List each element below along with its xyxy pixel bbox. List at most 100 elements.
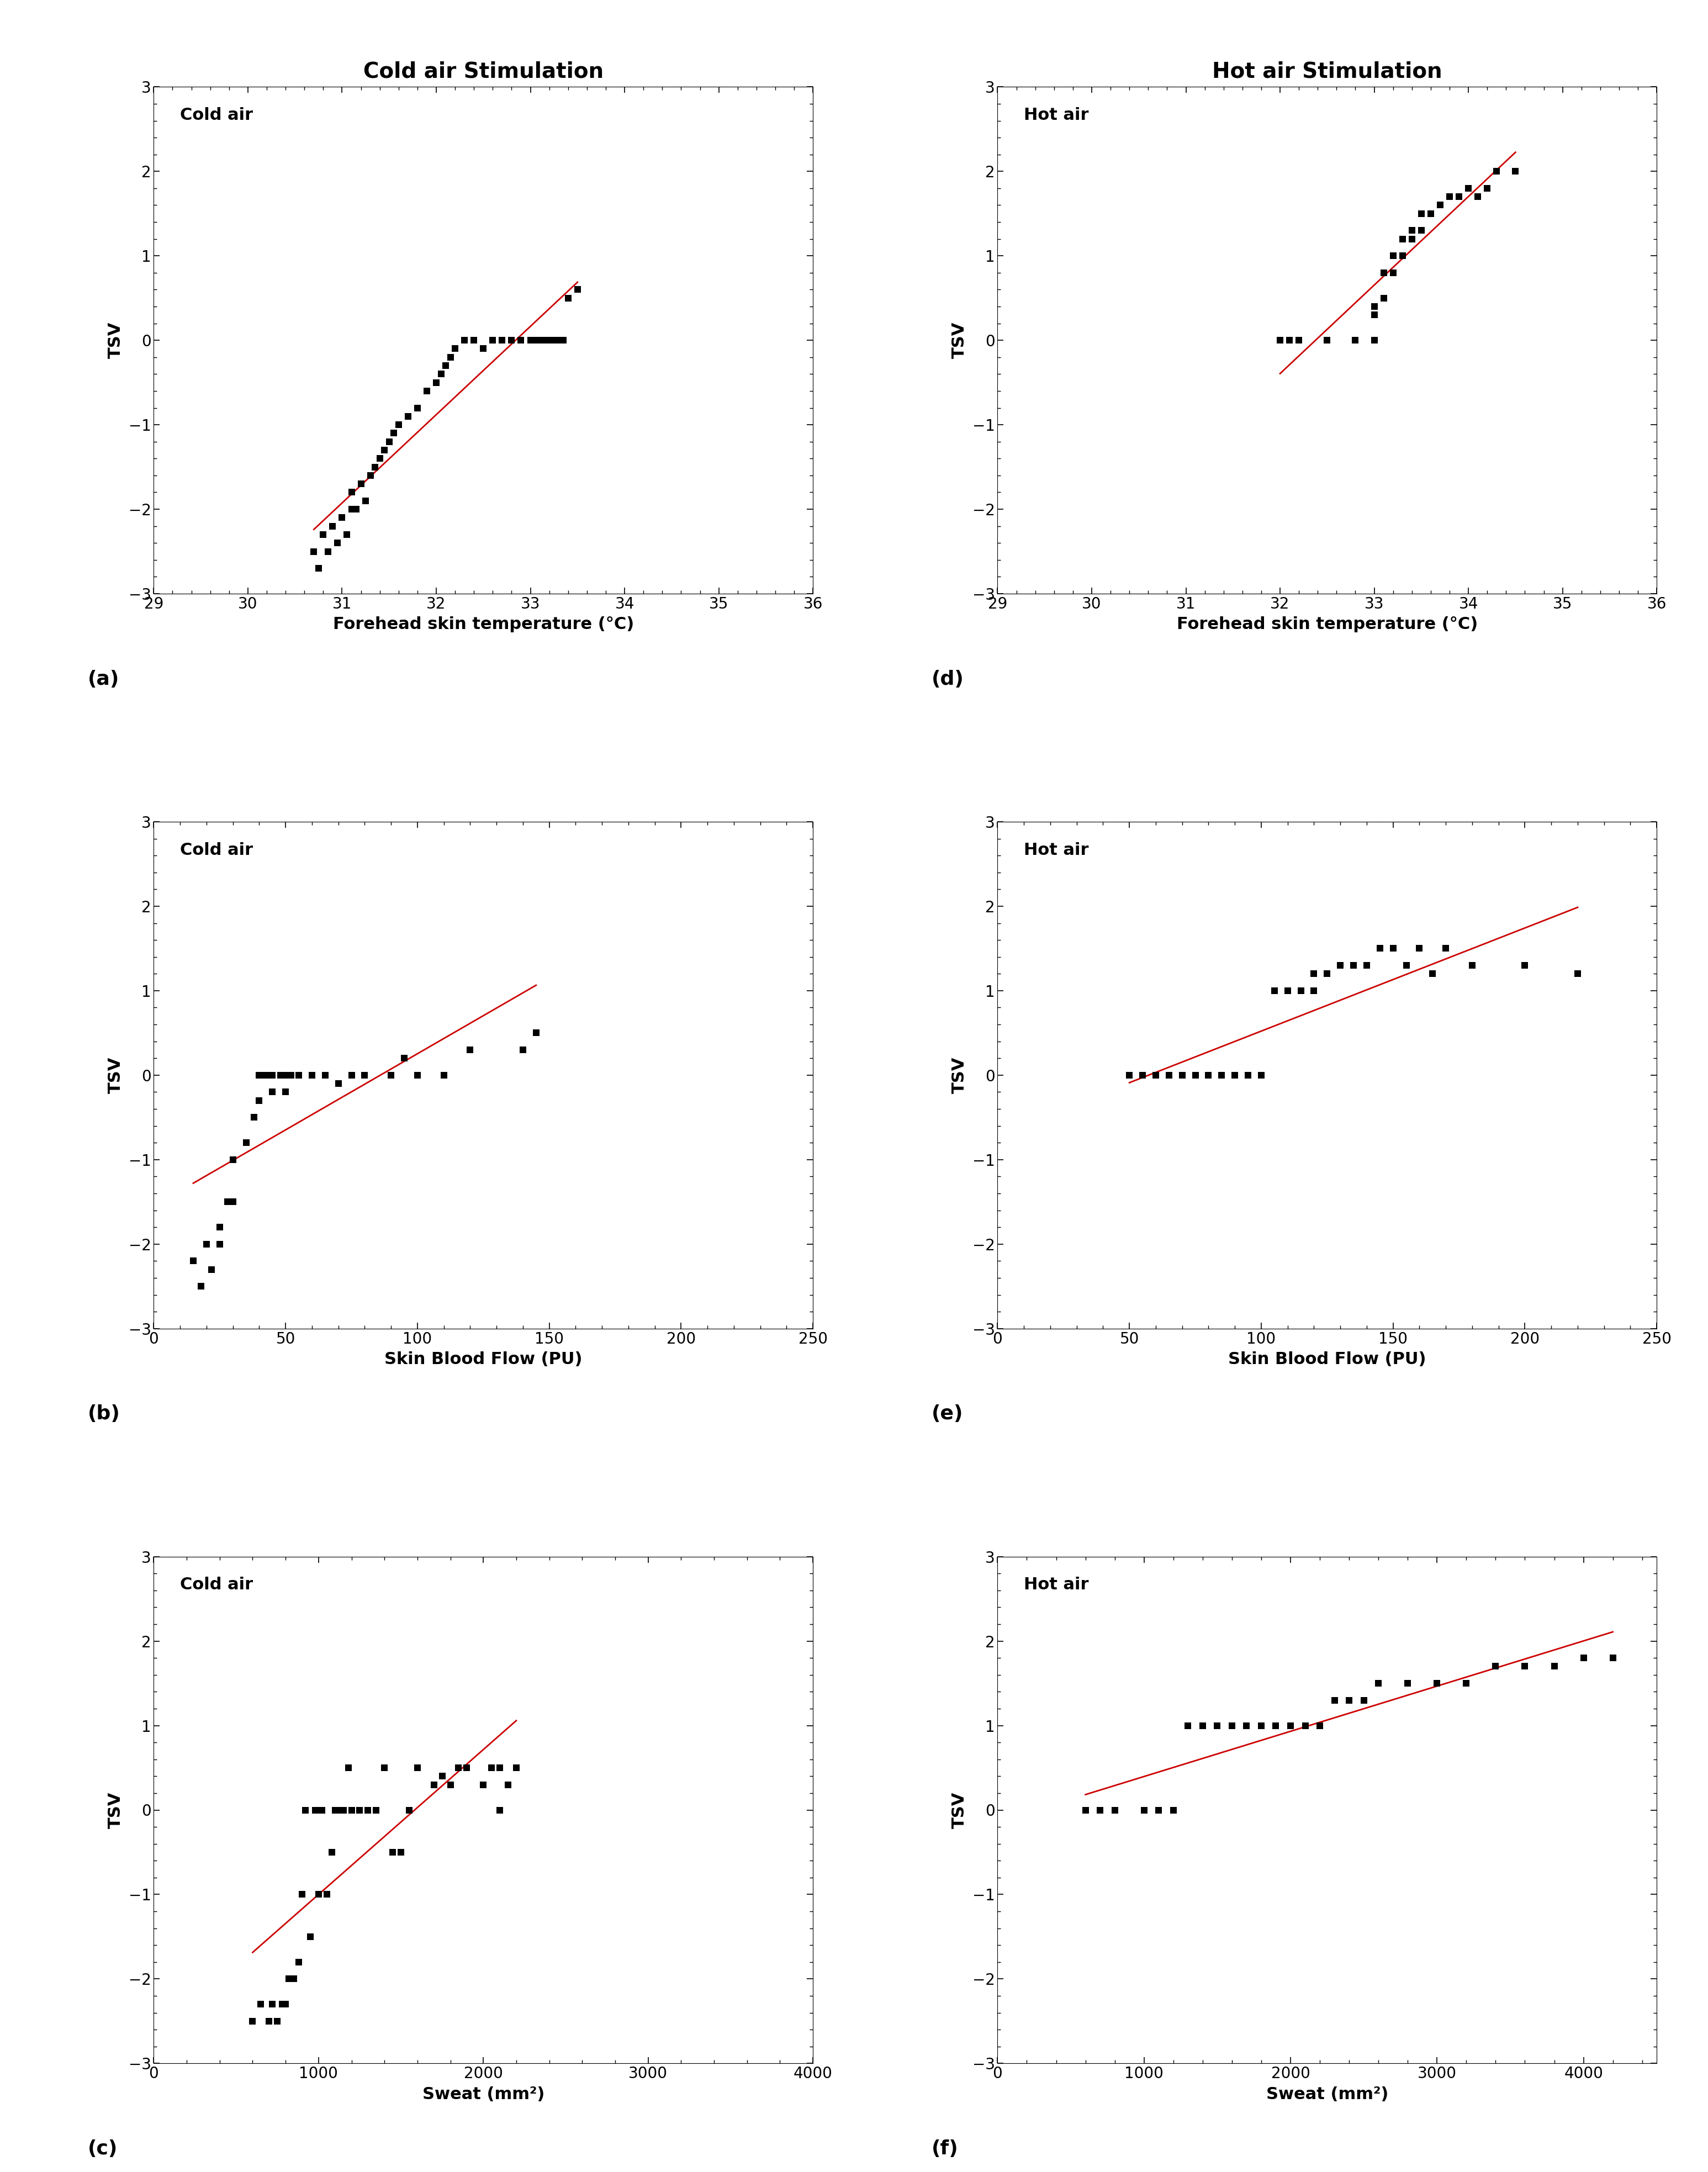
Point bbox=[1204, 1707, 1231, 1742]
Point bbox=[509, 1032, 536, 1066]
Point bbox=[1399, 213, 1426, 248]
Point bbox=[395, 400, 422, 434]
Y-axis label: TSV: TSV bbox=[108, 1058, 123, 1093]
Point bbox=[241, 1099, 268, 1134]
Point bbox=[487, 1792, 514, 1827]
Point bbox=[1175, 1707, 1202, 1742]
Point bbox=[285, 1058, 313, 1093]
Point bbox=[1144, 1792, 1172, 1827]
Point bbox=[366, 441, 393, 476]
Text: (e): (e) bbox=[931, 1405, 963, 1423]
Point bbox=[396, 1792, 424, 1827]
Point bbox=[1276, 324, 1303, 358]
Point bbox=[330, 1792, 357, 1827]
Point bbox=[338, 1058, 366, 1093]
Point bbox=[507, 324, 535, 358]
Point bbox=[258, 1058, 285, 1093]
Point bbox=[1196, 1058, 1223, 1093]
Point bbox=[1426, 187, 1454, 222]
Point bbox=[1570, 1640, 1597, 1675]
Point bbox=[1407, 195, 1435, 230]
Point bbox=[453, 1751, 480, 1785]
Point bbox=[207, 1227, 234, 1262]
Point bbox=[403, 1751, 430, 1785]
Point bbox=[313, 1877, 340, 1911]
Point bbox=[1339, 947, 1366, 982]
Point bbox=[459, 324, 487, 358]
Point bbox=[1436, 180, 1464, 215]
Point bbox=[1464, 180, 1491, 215]
Point bbox=[219, 1184, 246, 1218]
Point bbox=[280, 1961, 307, 1996]
Point bbox=[1370, 280, 1397, 315]
Point bbox=[1599, 1640, 1626, 1675]
Point bbox=[289, 1877, 316, 1911]
Point bbox=[427, 356, 454, 391]
Point bbox=[413, 374, 441, 408]
Point bbox=[381, 415, 408, 450]
Point bbox=[325, 1066, 352, 1101]
Point bbox=[1452, 1666, 1479, 1701]
Text: (b): (b) bbox=[87, 1405, 120, 1423]
X-axis label: Sweat (mm²): Sweat (mm²) bbox=[1266, 2085, 1389, 2102]
Point bbox=[487, 1751, 514, 1785]
Point bbox=[564, 272, 591, 306]
Point bbox=[403, 391, 430, 426]
Point bbox=[1361, 324, 1389, 358]
Point bbox=[321, 1792, 348, 1827]
Point bbox=[526, 324, 553, 358]
Point bbox=[1155, 1058, 1182, 1093]
Point bbox=[352, 1058, 379, 1093]
Point bbox=[1394, 1666, 1421, 1701]
Text: Hot air: Hot air bbox=[1023, 1577, 1088, 1592]
Point bbox=[304, 1792, 331, 1827]
Point bbox=[437, 1768, 465, 1803]
Point bbox=[550, 324, 577, 358]
Point bbox=[1474, 172, 1501, 206]
Point bbox=[333, 517, 360, 552]
Point bbox=[297, 1920, 325, 1955]
Point bbox=[198, 1251, 225, 1286]
Point bbox=[1342, 324, 1370, 358]
Text: (d): (d) bbox=[931, 669, 963, 689]
Point bbox=[321, 1792, 348, 1827]
Point bbox=[304, 1877, 331, 1911]
Point bbox=[518, 324, 545, 358]
Point bbox=[502, 1751, 529, 1785]
Point bbox=[338, 1792, 366, 1827]
Point bbox=[1361, 289, 1389, 324]
Point bbox=[1266, 324, 1293, 358]
Point bbox=[555, 280, 582, 315]
Point bbox=[1247, 1058, 1274, 1093]
Point bbox=[1483, 1649, 1510, 1683]
Point bbox=[1455, 172, 1483, 206]
Point bbox=[338, 476, 366, 510]
Text: Cold air: Cold air bbox=[179, 106, 253, 124]
Point bbox=[357, 458, 384, 493]
Point bbox=[488, 324, 516, 358]
Point bbox=[352, 484, 379, 519]
Point bbox=[429, 1759, 456, 1794]
Point bbox=[371, 432, 398, 467]
Point bbox=[1431, 932, 1459, 967]
Point bbox=[193, 1227, 220, 1262]
Point bbox=[1336, 1683, 1363, 1718]
Point bbox=[1102, 1792, 1129, 1827]
Point bbox=[219, 1142, 246, 1177]
Text: (f): (f) bbox=[931, 2139, 958, 2159]
Point bbox=[272, 1058, 299, 1093]
Point bbox=[302, 1792, 330, 1827]
Point bbox=[214, 1184, 241, 1218]
Point bbox=[318, 1835, 345, 1870]
Point bbox=[1261, 973, 1288, 1008]
Point bbox=[292, 1792, 319, 1827]
Point bbox=[1370, 256, 1397, 291]
Point bbox=[1168, 1058, 1196, 1093]
Point bbox=[343, 491, 371, 526]
X-axis label: Skin Blood Flow (PU): Skin Blood Flow (PU) bbox=[1228, 1351, 1426, 1368]
Point bbox=[248, 1987, 275, 2022]
Point bbox=[275, 1961, 302, 1996]
Point bbox=[239, 2005, 266, 2040]
Point bbox=[347, 1792, 374, 1827]
Point bbox=[314, 534, 342, 569]
